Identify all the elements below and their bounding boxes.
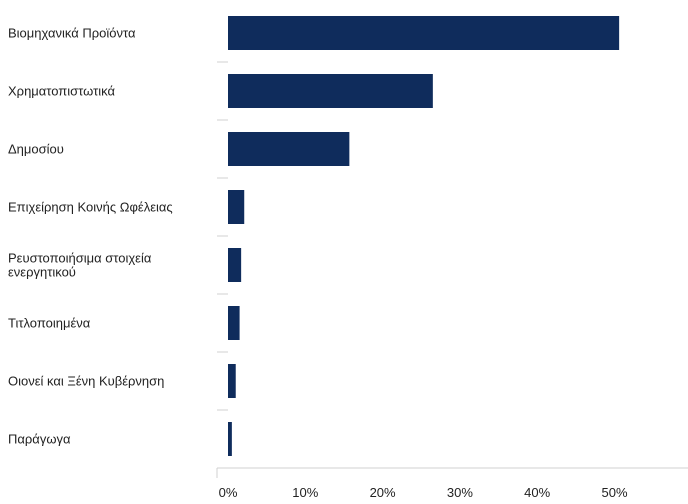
category-label: Παράγωγα bbox=[8, 432, 71, 447]
category-label: Επιχείρηση Κοινής Ωφέλειας bbox=[8, 200, 173, 215]
category-labels: Βιομηχανικά Προϊόντα Χρηματοπιστωτικά Δημο… bbox=[8, 26, 173, 447]
bar bbox=[228, 248, 242, 282]
category-label: Ρευστοποιήσιμα στοιχεία ενεργητικού bbox=[8, 251, 152, 280]
bar bbox=[228, 16, 620, 50]
category-label: Τιτλοποιημένα bbox=[8, 316, 91, 331]
x-tick-label: 40% bbox=[524, 485, 550, 500]
bar bbox=[228, 190, 245, 224]
x-tick-label: 0% bbox=[219, 485, 238, 500]
x-tick-label: 10% bbox=[292, 485, 318, 500]
bar bbox=[228, 306, 240, 340]
x-tick-label: 50% bbox=[601, 485, 627, 500]
x-axis: 0% 10% 20% 30% 40% 50% bbox=[216, 467, 688, 500]
category-label: Οιονεί και Ξένη Κυβέρνηση bbox=[8, 374, 164, 389]
category-label: Χρηματοπιστωτικά bbox=[8, 84, 115, 99]
category-label: Βιομηχανικά Προϊόντα bbox=[8, 26, 136, 41]
bar bbox=[228, 422, 232, 456]
x-tick-label: 30% bbox=[447, 485, 473, 500]
x-tick-label: 20% bbox=[370, 485, 396, 500]
bars-group bbox=[228, 16, 620, 456]
bar bbox=[228, 132, 350, 166]
category-label: Δημοσίου bbox=[8, 142, 64, 157]
bar bbox=[228, 364, 236, 398]
bar bbox=[228, 74, 433, 108]
category-separators bbox=[217, 61, 228, 411]
